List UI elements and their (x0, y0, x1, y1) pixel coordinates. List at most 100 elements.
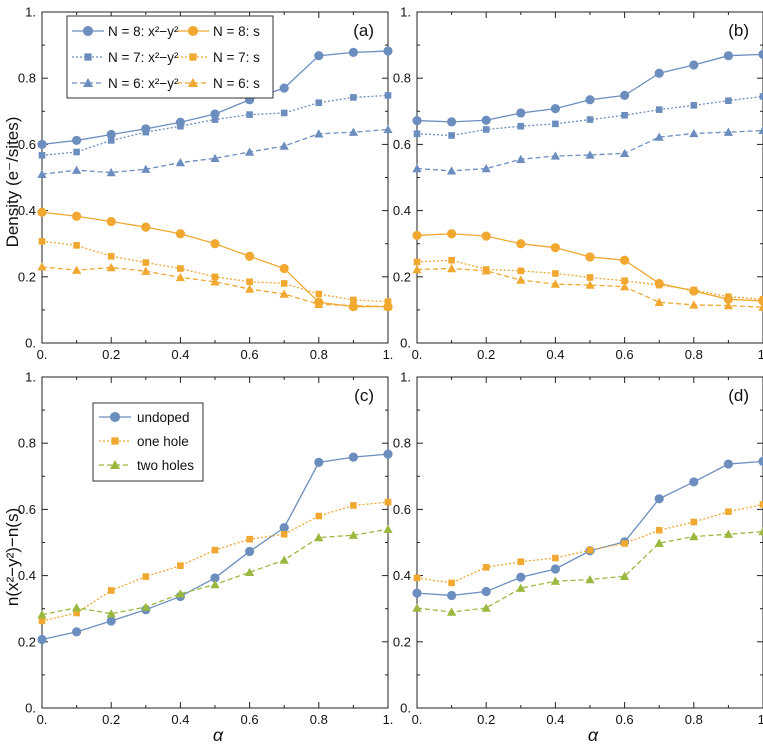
panel-c-series-3-point (210, 579, 220, 589)
panel-a-series-3-point (314, 129, 324, 138)
panel-b-series-5-point (655, 281, 663, 289)
panel-b-series-4-point (585, 252, 595, 262)
panel-a-series-2-point (73, 148, 80, 156)
panel-a-series-5-point (211, 273, 219, 281)
panel-c: 0.0. 0.2 0.2 0.4 0.4 0.6 0.6 0.8 0.8 1. 1. (c) (18, 370, 394, 728)
panel-c-series-2-point (384, 498, 392, 506)
panel-c-series-2-point (177, 562, 184, 569)
panel-b-series-1-point (481, 115, 491, 125)
panel-a-series-3-point (245, 147, 255, 156)
panel-b-series-2-point (725, 97, 732, 105)
panel-b-series-3-point (516, 154, 526, 163)
panel-b-series-1-point (654, 68, 664, 78)
panel-d-series-3-point (550, 576, 560, 585)
panel-b-series-3-point (585, 150, 595, 159)
panel-a-x-tick-label: 0.4 (171, 347, 189, 362)
legend-a-entry: N = 6: x²−y² (108, 76, 179, 91)
panel-b-series-6-point (723, 300, 733, 310)
panel-a-series-5-point (38, 238, 46, 245)
panel-c-series-1-point (348, 452, 358, 462)
panel-a-series-5-point (315, 290, 323, 298)
panel-d: 0.0. 0.2 0.2 0.4 0.4 0.6 0.6 0.8 0.8 1. 1. (d) (393, 370, 763, 727)
panel-a-series-4-line (41, 211, 388, 308)
panel-c-series-2-point (73, 609, 80, 617)
panel-a-y-tick-label: 0.4 (18, 203, 36, 218)
panel-b-series-6-point (585, 280, 595, 289)
x-axis-label-left: α (213, 725, 224, 745)
panel-a-series-4-point (210, 239, 220, 249)
panel-a-series-4-point (141, 222, 151, 232)
panel-b-series-5-point (517, 267, 525, 275)
panel-b-x-tick-label: 0. (412, 347, 423, 362)
panel-c-series-2-point (142, 573, 150, 580)
panel-a-series-3-point (175, 158, 185, 167)
panel-b-series-4-point (620, 255, 630, 265)
panel-d-series-3-point (620, 571, 630, 580)
panel-b-series-1-point (585, 95, 595, 105)
panel-d-series-2-point (448, 579, 455, 587)
panel-c-x-tick-label: 0.6 (241, 712, 259, 727)
panel-d-x-tick-label: 0.2 (477, 712, 495, 727)
panel-d-y-tick-label: 0. (400, 701, 411, 716)
panel-d-series-3-line (416, 530, 763, 613)
panel-d-y-tick-label: 1. (400, 370, 411, 385)
panel-c-series-1-point (314, 457, 324, 467)
panel-c-y-tick-label: 1. (25, 370, 36, 385)
panel-b-series-6-point (620, 282, 630, 291)
panel-b-y-tick-label: 0.8 (393, 71, 411, 86)
panel-a-series-3-point (106, 167, 116, 177)
panel-d-series-3-point (689, 531, 699, 541)
panel-d-series-2-point (517, 558, 525, 565)
panel-b-series-2-point (413, 130, 421, 138)
panel-b-series-3-point (481, 163, 491, 173)
panel-a-x-tick-label: 0.2 (102, 347, 120, 362)
panel-b-series-3-point (620, 148, 630, 158)
panel-b-label: (b) (728, 21, 749, 40)
panel-a-series-3-point (383, 124, 393, 134)
panel-a-series-6-point (245, 284, 255, 293)
panel-c-series-1-point (245, 546, 255, 557)
panel-d-series-1-point (447, 590, 457, 601)
panel-a-series-1-point (72, 135, 82, 146)
panel-d-x-tick-label: 1. (758, 712, 763, 727)
panel-c-series-1-line (41, 453, 389, 641)
panel-b-series-4-point (447, 229, 457, 239)
panel-d-series-1-point (654, 494, 664, 504)
panel-a-series-1-point (314, 51, 324, 61)
panel-a-y-tick-label: 0.2 (18, 269, 36, 284)
panel-d-y-tick-label: 0.4 (393, 568, 411, 583)
legend-a-marker (189, 53, 197, 61)
panel-b-series-5-point (448, 256, 455, 264)
panel-d-frame (416, 376, 763, 709)
panel-a-series-5-point (73, 242, 80, 249)
panel-d-series-1-point (689, 477, 699, 487)
panel-a-y-tick-label: 1. (25, 5, 36, 20)
panel-b-series-1-point (550, 104, 561, 114)
panel-a-series-1-point (383, 46, 393, 56)
panel-b-y-tick-label: 0.4 (393, 203, 411, 218)
panel-c-y-tick-label: 0.6 (18, 502, 36, 517)
top-y-axis-label: Density (e⁻/sites) (3, 117, 22, 248)
panel-c-series-3-point (279, 555, 289, 564)
panel-d-series-2-point (552, 554, 559, 562)
x-axis-label-right: α (588, 725, 599, 745)
legend-a: N = 8: x²−y² N = 7: x²−y² N = 6: x²−y² N = … (66, 15, 274, 99)
panel-b-series-4-line (416, 233, 763, 302)
panel-a-series-6-point (175, 272, 185, 282)
panel-c-series-3-point (141, 602, 151, 611)
panel-a-series-5-point (142, 259, 150, 266)
panel-c-series-1-point (106, 616, 116, 626)
panel-d-series-1-point (481, 586, 491, 597)
panel-b-series-5-point (621, 277, 628, 285)
legend-c-entry: one hole (137, 434, 189, 449)
panel-b-series-6-point (412, 264, 422, 274)
panel-b-series-1-point (723, 51, 734, 61)
panel-b-series-3-point (550, 151, 560, 160)
panel-b-y-tick-label: 0.2 (393, 269, 411, 284)
panel-a-series-4-point (175, 229, 185, 239)
panel-c-series-3-point (383, 524, 393, 533)
panel-c-y-tick-label: 0.4 (18, 568, 36, 583)
panel-d-series-3-point (516, 583, 526, 592)
panel-a-series-5-line (41, 240, 389, 303)
